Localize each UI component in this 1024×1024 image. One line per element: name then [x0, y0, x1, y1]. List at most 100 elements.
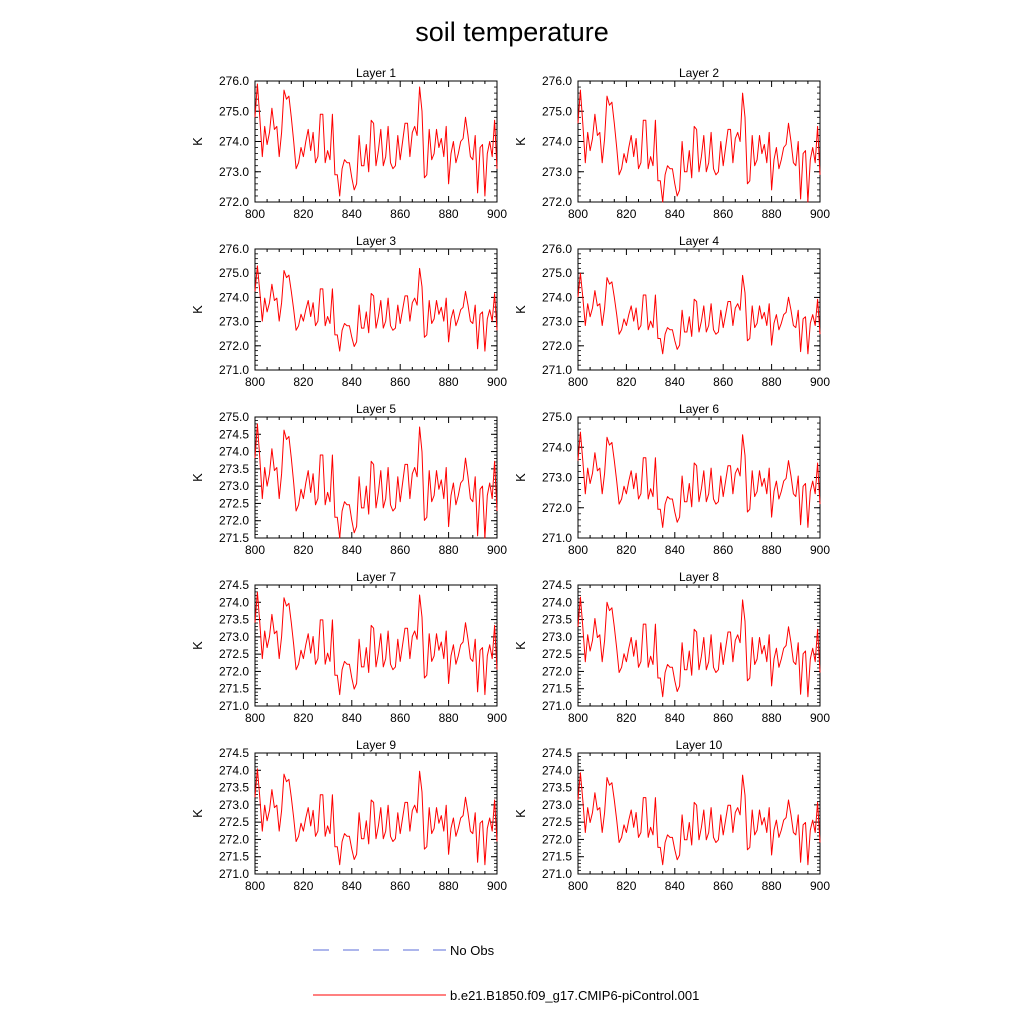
- x-tick-label: 800: [245, 879, 265, 893]
- panel-title: Layer 4: [679, 234, 719, 248]
- x-tick-label: 860: [390, 879, 410, 893]
- y-axis-label: K: [513, 641, 528, 650]
- y-tick-label: 271.0: [219, 363, 249, 377]
- panel-layer-9: Layer 9 K 800 820 840 860 880 900 271.0 271.5 272.…: [190, 738, 507, 893]
- x-tick-label: 900: [487, 711, 507, 725]
- plot-frame: [577, 752, 821, 875]
- y-tick-label: 273.0: [542, 630, 572, 644]
- x-tick-label: 820: [293, 207, 313, 221]
- y-tick-label: 271.5: [219, 531, 249, 545]
- y-tick-label: 273.5: [542, 613, 572, 627]
- panel-layer-5: Layer 5 K 800 820 840 860 880 900 271.5 272.0 272.…: [190, 402, 507, 557]
- y-tick-label: 271.5: [219, 682, 249, 696]
- panel-layer-10: Layer 10 K 800 820 840 860 880 900 271.0 271.5 272…: [513, 738, 830, 893]
- y-tick-label: 274.0: [219, 763, 249, 777]
- x-tick-label: 880: [439, 207, 459, 221]
- x-tick-label: 840: [342, 879, 362, 893]
- x-tick-label: 840: [665, 543, 685, 557]
- x-tick-label: 860: [713, 879, 733, 893]
- y-tick-label: 273.5: [542, 781, 572, 795]
- y-tick-label: 272.5: [219, 647, 249, 661]
- legend-label-no-obs: No Obs: [450, 943, 495, 958]
- x-tick-label: 880: [439, 375, 459, 389]
- x-tick-label: 820: [616, 543, 636, 557]
- chart-title: soil temperature: [415, 17, 609, 47]
- x-tick-label: 860: [713, 375, 733, 389]
- y-tick-label: 273.0: [219, 798, 249, 812]
- y-tick-label: 274.0: [219, 595, 249, 609]
- panel-title: Layer 3: [356, 234, 396, 248]
- series-line-model: [577, 596, 821, 698]
- y-axis-label: K: [513, 809, 528, 818]
- x-tick-label: 800: [245, 543, 265, 557]
- y-axis-label: K: [190, 305, 205, 314]
- y-tick-label: 273.0: [219, 479, 249, 493]
- panel-layer-1: Layer 1 K 800 820 840 860 880 900 272.0 273.0 274.…: [190, 66, 507, 221]
- panel-title: Layer 6: [679, 402, 719, 416]
- y-tick-label: 272.5: [219, 815, 249, 829]
- x-tick-label: 840: [665, 207, 685, 221]
- y-tick-label: 272.0: [542, 664, 572, 678]
- y-tick-label: 273.0: [542, 165, 572, 179]
- y-tick-label: 272.0: [542, 832, 572, 846]
- x-tick-label: 820: [293, 543, 313, 557]
- x-tick-label: 840: [665, 711, 685, 725]
- y-tick-label: 274.0: [542, 290, 572, 304]
- panel-title: Layer 7: [356, 570, 396, 584]
- y-tick-label: 274.0: [542, 440, 572, 454]
- x-tick-label: 860: [390, 207, 410, 221]
- x-tick-label: 800: [568, 207, 588, 221]
- y-tick-label: 275.0: [542, 410, 572, 424]
- plot-frame: [577, 80, 821, 203]
- panel-title: Layer 5: [356, 402, 396, 416]
- series-line-model: [577, 272, 821, 355]
- plot-frame: [577, 416, 821, 539]
- y-tick-label: 271.0: [542, 363, 572, 377]
- x-tick-label: 900: [810, 543, 830, 557]
- y-tick-label: 275.0: [219, 266, 249, 280]
- x-tick-label: 880: [439, 879, 459, 893]
- panel-title: Layer 8: [679, 570, 719, 584]
- x-tick-label: 860: [713, 543, 733, 557]
- x-tick-label: 840: [665, 375, 685, 389]
- series-line-model: [577, 772, 821, 866]
- x-tick-label: 880: [439, 711, 459, 725]
- y-tick-label: 274.5: [219, 427, 249, 441]
- series-line-model: [577, 89, 821, 203]
- y-axis-label: K: [190, 641, 205, 650]
- x-tick-label: 880: [762, 543, 782, 557]
- y-tick-label: 271.5: [542, 682, 572, 696]
- y-tick-label: 274.0: [542, 763, 572, 777]
- plot-frame: [254, 416, 498, 539]
- x-tick-label: 800: [568, 711, 588, 725]
- x-tick-label: 900: [810, 207, 830, 221]
- plot-frame: [577, 584, 821, 707]
- y-tick-label: 271.0: [219, 867, 249, 881]
- x-tick-label: 820: [616, 879, 636, 893]
- series-line-model: [577, 431, 821, 528]
- y-tick-label: 272.0: [542, 339, 572, 353]
- y-tick-label: 272.0: [219, 832, 249, 846]
- y-axis-label: K: [513, 305, 528, 314]
- x-tick-label: 820: [616, 375, 636, 389]
- panel-layer-8: Layer 8 K 800 820 840 860 880 900 271.0 271.5 272.…: [513, 570, 830, 725]
- legend-label-model: b.e21.B1850.f09_g17.CMIP6-piControl.001: [450, 988, 699, 1003]
- y-axis-label: K: [190, 473, 205, 482]
- y-axis-label: K: [513, 137, 528, 146]
- x-tick-label: 900: [810, 375, 830, 389]
- x-tick-label: 900: [487, 207, 507, 221]
- y-axis-label: K: [190, 137, 205, 146]
- x-tick-label: 860: [390, 711, 410, 725]
- x-tick-label: 880: [762, 711, 782, 725]
- y-tick-label: 274.5: [219, 578, 249, 592]
- y-tick-label: 273.0: [219, 315, 249, 329]
- y-tick-label: 271.0: [542, 531, 572, 545]
- y-tick-label: 276.0: [219, 74, 249, 88]
- panel-layer-3: Layer 3 K 800 820 840 860 880 900 271.0 272.0 273.…: [190, 234, 507, 389]
- x-tick-label: 820: [293, 375, 313, 389]
- x-tick-label: 840: [342, 543, 362, 557]
- panels-group: Layer 1 K 800 820 840 860 880 900 272.0 273.0 274.…: [190, 66, 830, 893]
- panel-title: Layer 2: [679, 66, 719, 80]
- x-tick-label: 880: [439, 543, 459, 557]
